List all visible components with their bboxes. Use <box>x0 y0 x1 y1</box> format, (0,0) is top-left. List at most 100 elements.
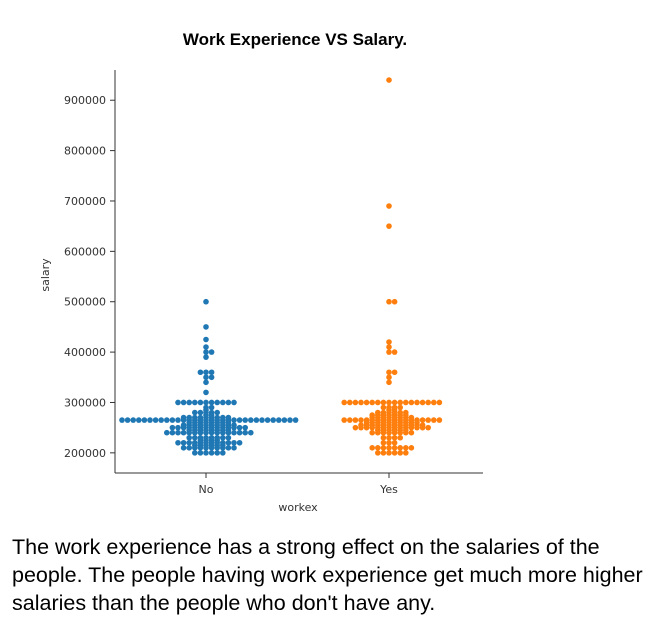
data-point-no <box>152 417 159 423</box>
data-point-yes <box>380 439 387 446</box>
data-point-no <box>158 417 164 423</box>
data-point-no <box>169 424 176 431</box>
data-point-no <box>281 417 288 423</box>
data-point-no <box>225 439 232 446</box>
data-point-yes <box>425 417 432 423</box>
data-point-no <box>197 445 204 451</box>
data-point-yes <box>347 417 353 423</box>
data-point-no <box>180 439 187 446</box>
data-point-yes <box>380 450 387 456</box>
data-point-no <box>287 417 293 423</box>
data-point-yes <box>408 424 415 431</box>
data-point-yes <box>369 399 376 406</box>
data-point-yes <box>397 445 404 451</box>
data-point-yes <box>363 424 370 431</box>
data-point-yes <box>414 424 420 431</box>
data-point-yes <box>341 417 348 423</box>
data-point-no <box>214 429 220 436</box>
data-point-no <box>180 417 187 423</box>
data-point-yes <box>397 450 404 456</box>
data-point-no <box>208 404 215 411</box>
data-point-no <box>248 417 254 423</box>
data-point-no <box>175 424 181 431</box>
data-point-no <box>203 298 209 305</box>
data-point-yes <box>386 434 392 441</box>
data-point-yes <box>386 450 392 456</box>
data-point-yes <box>369 445 376 451</box>
data-point-no <box>231 439 237 446</box>
data-point-no <box>236 439 243 446</box>
data-point-no <box>197 450 204 456</box>
y-tick-label: 900000 <box>64 94 106 107</box>
data-point-no <box>225 445 232 451</box>
y-tick-label: 200000 <box>64 447 106 460</box>
data-point-no <box>225 429 232 436</box>
data-point-no <box>186 399 192 406</box>
y-tick-label: 500000 <box>64 296 106 309</box>
y-tick-label: 400000 <box>64 346 106 359</box>
data-point-yes <box>419 424 426 431</box>
data-point-yes <box>386 344 392 350</box>
data-point-no <box>220 450 226 456</box>
data-point-yes <box>380 404 387 411</box>
data-point-yes <box>352 399 359 406</box>
x-ticks: No Yes <box>199 473 398 496</box>
data-point-yes <box>436 399 443 406</box>
data-point-no <box>264 417 271 423</box>
data-point-yes <box>391 445 398 451</box>
data-point-no <box>186 429 192 436</box>
data-point-no <box>208 429 215 436</box>
data-point-no <box>169 429 176 436</box>
data-point-yes <box>391 298 398 305</box>
data-point-yes <box>391 369 398 376</box>
data-point-yes <box>419 417 426 423</box>
data-point-no <box>186 439 192 446</box>
data-point-no <box>203 324 209 330</box>
data-point-no <box>242 424 248 431</box>
data-point-no <box>203 379 209 386</box>
data-point-yes <box>386 445 392 451</box>
data-point-yes <box>391 399 398 406</box>
data-point-no <box>164 417 170 423</box>
y-axis-label: salary <box>39 258 52 292</box>
data-point-no <box>197 409 204 416</box>
data-point-no <box>225 434 232 441</box>
data-point-yes <box>391 450 398 456</box>
data-point-yes <box>380 399 387 406</box>
y-tick-label: 800000 <box>64 145 106 158</box>
data-point-no <box>197 369 204 376</box>
data-point-no <box>180 424 187 431</box>
data-point-no <box>203 445 209 451</box>
data-point-no <box>124 417 131 423</box>
data-point-yes <box>386 349 392 355</box>
data-point-yes <box>397 404 404 411</box>
data-point-yes <box>408 445 415 451</box>
data-point-yes <box>391 429 398 436</box>
data-point-yes <box>380 434 387 441</box>
data-point-no <box>203 354 209 360</box>
chart-axes <box>114 70 483 474</box>
data-point-no <box>292 417 299 423</box>
data-point-yes <box>414 399 420 406</box>
data-point-no <box>192 429 198 436</box>
data-point-no <box>192 445 198 451</box>
data-point-no <box>225 399 232 406</box>
data-point-no <box>208 374 215 381</box>
data-point-yes <box>391 439 398 446</box>
data-point-no <box>136 417 142 423</box>
data-point-no <box>203 369 209 376</box>
data-point-yes <box>425 399 432 406</box>
chart-title: Work Experience VS Salary. <box>182 30 408 49</box>
data-point-yes <box>386 223 392 229</box>
data-points <box>119 77 443 456</box>
data-point-no <box>214 409 220 416</box>
data-point-no <box>164 429 170 436</box>
data-point-no <box>192 399 198 406</box>
data-point-yes <box>403 399 409 406</box>
data-point-yes <box>386 339 392 345</box>
data-point-yes <box>386 429 392 436</box>
data-point-yes <box>386 298 392 305</box>
data-point-no <box>203 336 209 343</box>
data-point-no <box>236 429 243 436</box>
data-point-no <box>270 417 277 423</box>
